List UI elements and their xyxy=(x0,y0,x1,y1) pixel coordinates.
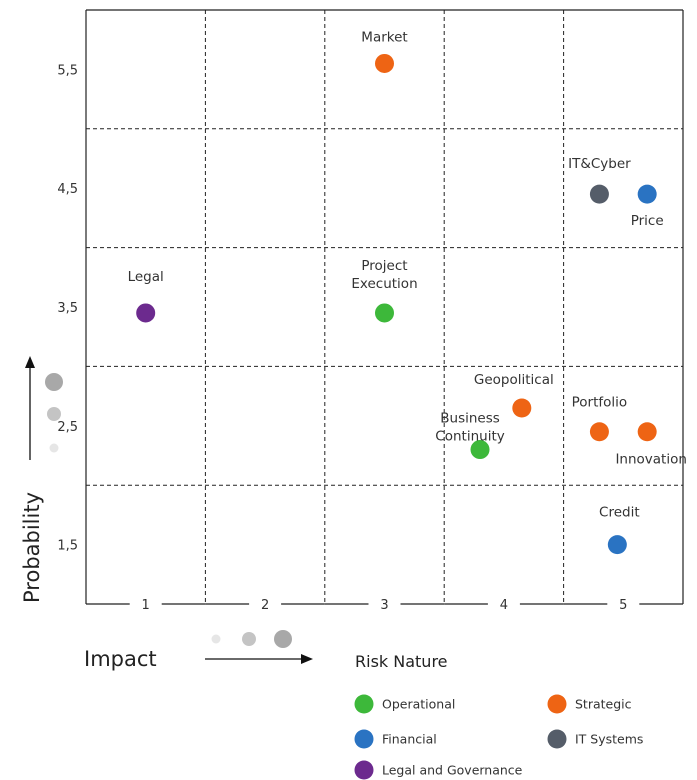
size-dot-small xyxy=(49,443,59,453)
legend-label-legal: Legal and Governance xyxy=(382,763,523,778)
point-marker xyxy=(589,184,609,204)
point-label: Business xyxy=(440,411,500,427)
x-tick-label: 4 xyxy=(500,598,508,613)
point-label: Execution xyxy=(351,276,417,292)
y-tick-label: 4,5 xyxy=(57,182,78,197)
point-marker xyxy=(470,440,490,460)
legend-label-financial: Financial xyxy=(382,732,437,747)
y-tick-label: 2,5 xyxy=(57,420,78,435)
size-dot-large xyxy=(274,630,292,648)
point-label: Project xyxy=(361,258,407,274)
y-arrow-head xyxy=(25,356,35,368)
point-marker xyxy=(375,53,394,73)
point-label: IT&Cyber xyxy=(568,156,631,172)
point-label: Geopolitical xyxy=(474,372,554,388)
y-tick-label: 5,5 xyxy=(57,63,78,78)
point-label: Continuity xyxy=(435,429,504,445)
legend-marker-it xyxy=(547,729,567,749)
point-label: Price xyxy=(631,213,664,229)
x-tick-label: 1 xyxy=(142,598,150,613)
size-dot-small xyxy=(211,634,221,644)
legend-marker-financial xyxy=(354,729,374,749)
legend-label-it: IT Systems xyxy=(575,732,643,747)
x-arrow-head xyxy=(301,654,313,664)
tick-labels: 1 2 3 4 5 1,5 2,5 3,5 4,5 5,5 xyxy=(57,63,683,613)
legend: Risk Nature Operational Strategic Financial… xyxy=(354,652,643,780)
point-label: Credit xyxy=(599,505,640,521)
point-labels: Market IT&Cyber Price Legal Project Execution… xyxy=(128,29,687,520)
point-label: Legal xyxy=(128,269,164,285)
point-label: Market xyxy=(361,29,407,45)
point-marker xyxy=(607,535,627,555)
point-marker xyxy=(637,422,657,442)
legend-label-strategic: Strategic xyxy=(575,697,632,712)
grid xyxy=(85,9,684,604)
size-dot-large xyxy=(45,373,63,391)
x-tick-label: 2 xyxy=(261,598,269,613)
point-label: Innovation xyxy=(615,452,686,468)
legend-marker-strategic xyxy=(547,694,567,714)
point-marker xyxy=(136,303,156,323)
point-label: Portfolio xyxy=(572,395,628,411)
axis-decor: Probability Impact xyxy=(20,356,313,671)
legend-marker-operational xyxy=(354,694,374,714)
point-marker xyxy=(637,184,657,204)
point-marker xyxy=(512,398,532,418)
legend-title: Risk Nature xyxy=(355,652,448,671)
x-tick-label: 5 xyxy=(619,598,627,613)
size-dot-medium xyxy=(47,407,61,421)
point-marker xyxy=(375,303,394,323)
x-axis-title: Impact xyxy=(84,647,157,671)
x-tick-label: 3 xyxy=(380,598,388,613)
size-dot-medium xyxy=(242,632,256,646)
y-axis-title: Probability xyxy=(20,492,44,603)
y-tick-label: 3,5 xyxy=(57,301,78,316)
legend-marker-legal xyxy=(354,760,374,780)
y-tick-label: 1,5 xyxy=(57,539,78,554)
legend-label-operational: Operational xyxy=(382,697,455,712)
point-marker xyxy=(589,422,609,442)
data-points xyxy=(136,53,657,555)
